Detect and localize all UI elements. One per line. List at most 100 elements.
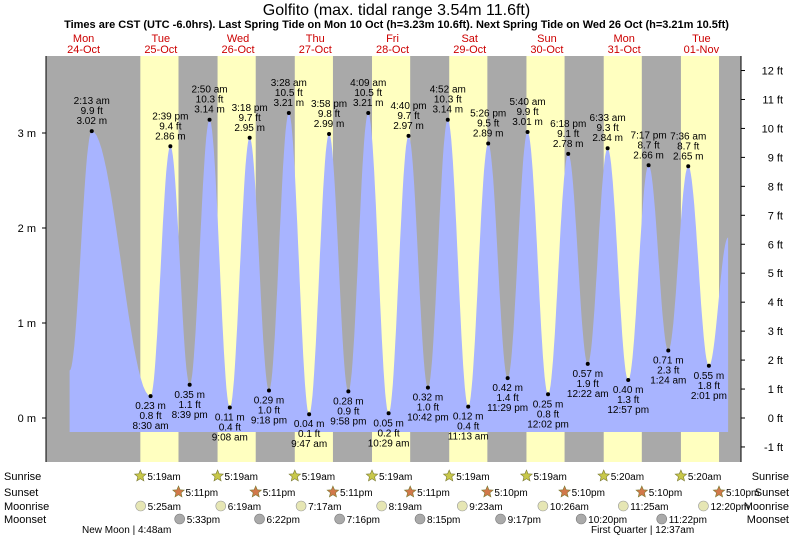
low-tide-feet: 0.1 ft [298, 429, 320, 440]
row-label-right: Moonrise [744, 501, 789, 513]
moonrise-time: 8:19am [389, 502, 422, 513]
moonset-time: 7:16pm [347, 515, 380, 526]
low-tide-feet: 0.8 ft [139, 411, 161, 422]
low-tide-meters: 0.42 m [492, 383, 523, 394]
low-tide-feet: 0.9 ft [337, 406, 359, 417]
moonrise-time: 7:17am [308, 502, 341, 513]
right-tick-label: 0 ft [768, 413, 783, 425]
moonrise-time: 9:23am [469, 502, 502, 513]
sunset-icon [712, 485, 726, 498]
sunrise-time: 5:19am [533, 472, 566, 483]
low-tide-meters: 0.23 m [135, 401, 166, 412]
sunset-icon [558, 485, 572, 498]
high-tide-feet: 9.9 ft [516, 107, 538, 118]
moonrise-icon [135, 500, 146, 512]
moonrise-icon [215, 500, 227, 512]
right-tick-label: 1 ft [768, 384, 783, 396]
high-tide-point [686, 164, 691, 169]
high-tide-point [646, 163, 651, 168]
day-date-label: 24-Oct [67, 44, 100, 56]
low-tide-time: 2:01 pm [691, 391, 727, 402]
high-tide-time: 3:58 pm [311, 99, 347, 110]
low-tide-time: 11:13 am [448, 432, 489, 443]
high-tide-feet: 9.7 ft [397, 111, 419, 122]
low-tide-time: 10:29 am [368, 438, 410, 449]
high-tide-meters: 3.14 m [432, 105, 463, 116]
high-tide-time: 7:17 pm [631, 130, 667, 141]
low-tide-point [307, 412, 312, 417]
sunset-icon [172, 485, 185, 498]
low-tide-point [546, 392, 551, 397]
moon-phase-first-quarter: First Quarter | 12:37am [591, 525, 694, 536]
low-tide-meters: 0.55 m [694, 371, 725, 382]
low-tide-feet: 1.9 ft [577, 379, 599, 390]
high-tide-meters: 3.02 m [76, 116, 107, 127]
sunrise-time: 5:19am [456, 472, 489, 483]
high-tide-feet: 9.7 ft [239, 113, 261, 124]
moonrise-time: 6:19am [228, 502, 261, 513]
high-tide-feet: 10.3 ft [434, 95, 462, 106]
left-tick-label: 2 m [18, 223, 36, 235]
tide-area-path [69, 113, 729, 432]
low-tide-meters: 0.11 m [215, 413, 245, 424]
moonset-icon [575, 513, 587, 525]
moonrise-icon [295, 500, 307, 512]
moonrise-time: 5:25am [148, 502, 181, 513]
low-tide-meters: 0.35 m [174, 390, 205, 401]
row-label-right: Sunrise [752, 471, 789, 483]
sunset-time: 5:10pm [649, 488, 682, 499]
high-tide-time: 2:39 pm [152, 111, 188, 122]
high-tide-feet: 10.5 ft [275, 88, 303, 99]
low-tide-point [386, 411, 391, 416]
high-tide-point [366, 111, 371, 116]
sunrise-icon [442, 469, 456, 482]
sunrise-icon [674, 469, 688, 482]
low-tide-meters: 0.29 m [254, 395, 285, 406]
low-tide-time: 11:29 pm [487, 403, 528, 414]
sunrise-icon [211, 469, 225, 482]
high-tide-point [286, 111, 291, 116]
moonrise-icon [618, 500, 629, 512]
low-tide-time: 12:57 pm [607, 405, 649, 416]
right-tick-label: 2 ft [768, 355, 783, 367]
high-tide-time: 4:40 pm [390, 101, 426, 112]
day-date-label: 29-Oct [453, 44, 486, 56]
chart-title: Golfito (max. tidal range 3.54m 11.6ft) [262, 2, 531, 19]
low-tide-meters: 0.40 m [613, 385, 644, 396]
low-tide-point [626, 378, 631, 382]
moonset-time: 10:20pm [588, 515, 627, 526]
day-date-label: 27-Oct [299, 44, 332, 56]
left-tick-label: 1 m [18, 318, 36, 330]
day-name-label: Sat [461, 33, 478, 45]
sunset-time: 5:11pm [417, 488, 450, 499]
high-tide-meters: 2.78 m [553, 139, 584, 150]
high-tide-point [247, 135, 252, 140]
low-tide-feet: 1.0 ft [258, 405, 280, 416]
moonrise-time: 11:25am [630, 502, 668, 513]
row-label-left: Sunset [4, 487, 38, 499]
moonset-icon [656, 513, 668, 525]
low-tide-meters: 0.12 m [453, 412, 484, 423]
high-tide-meters: 2.95 m [234, 123, 265, 134]
low-tide-time: 9:18 pm [251, 415, 287, 426]
sunrise-time: 5:19am [379, 472, 412, 483]
day-name-label: Thu [306, 33, 325, 45]
day-name-label: Mon [613, 33, 634, 45]
sunset-icon [480, 485, 494, 498]
right-tick-label: 9 ft [768, 152, 783, 164]
moonset-time: 8:15pm [427, 515, 460, 526]
left-tick-label: 0 m [18, 413, 36, 425]
low-tide-meters: 0.25 m [533, 399, 564, 410]
low-tide-meters: 0.32 m [413, 393, 444, 404]
day-name-label: Tue [152, 33, 171, 45]
low-tide-point [466, 404, 471, 409]
day-date-label: 25-Oct [144, 44, 177, 56]
moonset-icon [254, 513, 265, 525]
tide-area [69, 113, 729, 432]
low-tide-time: 1:24 am [650, 376, 686, 387]
moon-phase-new: New Moon | 4:48am [82, 525, 171, 536]
sunrise-time: 5:19am [147, 472, 180, 483]
high-tide-time: 7:36 am [670, 131, 706, 142]
sunset-time: 5:10pm [726, 488, 759, 499]
sunrise-icon [597, 469, 611, 482]
